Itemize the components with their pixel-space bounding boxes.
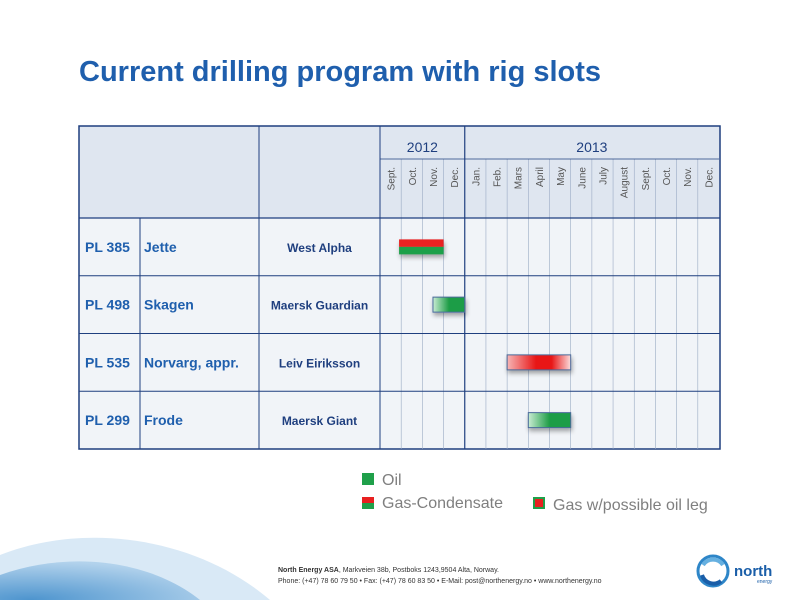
row-license: PL 299 [85, 412, 130, 428]
month-label: Dec. [704, 167, 715, 188]
gantt-bar [432, 296, 466, 313]
month-label: May [556, 167, 567, 186]
year-label: 2013 [576, 139, 607, 155]
month-label: Feb. [493, 167, 504, 187]
month-label: July [598, 167, 609, 185]
row-license: PL 498 [85, 297, 130, 313]
year-label: 2012 [407, 139, 438, 155]
legend-gas-condensate-label: Gas-Condensate [382, 495, 503, 512]
gantt-bar [506, 354, 572, 371]
footer-address: , Markveien 38b, Postboks 1243,9504 Alta… [338, 567, 499, 574]
month-label: Dec. [450, 167, 461, 188]
footer-contact: North Energy ASA, Markveien 38b, Postbok… [278, 565, 602, 587]
gantt-bar [527, 412, 572, 429]
table-border [78, 125, 721, 450]
month-label: April [535, 167, 546, 187]
month-label: Nov. [683, 167, 694, 187]
month-label: Sept. [387, 167, 398, 190]
footer-company: North Energy ASA [278, 567, 339, 574]
row-rig: West Alpha [287, 241, 352, 255]
month-label: August [620, 167, 631, 198]
legend-oil-swatch [362, 473, 374, 485]
legend-gas-oil-leg-label: Gas w/possible oil leg [553, 497, 708, 514]
row-license: PL 385 [85, 239, 130, 255]
legend-gas-condensate-swatch [362, 497, 374, 509]
row-rig: Maersk Giant [282, 414, 357, 428]
month-label: June [577, 167, 588, 189]
footer-phone-line: Phone: (+47) 78 60 79 50 • Fax: (+47) 78… [278, 578, 602, 585]
north-logo-icon [696, 554, 730, 588]
month-label: Sept. [641, 167, 652, 190]
decor-wave-dark [0, 561, 200, 600]
row-field-name: Frode [144, 412, 183, 428]
brand-name: north [734, 563, 773, 580]
gantt-bar [399, 239, 444, 255]
row-rig: Leiv Eiriksson [279, 356, 360, 370]
legend-gas-oil-leg-swatch [533, 497, 545, 509]
row-rig: Maersk Guardian [271, 299, 368, 313]
month-label: Oct. [408, 167, 419, 185]
month-label: Mars [514, 167, 525, 189]
page-title: Current drilling program with rig slots [79, 56, 602, 88]
brand-sub: energy [757, 579, 773, 585]
month-label: Jan. [471, 167, 482, 186]
gantt-bar-oil [399, 246, 444, 255]
row-field-name: Skagen [144, 297, 194, 313]
month-label: Nov. [429, 167, 440, 187]
month-label: Oct. [662, 167, 673, 185]
legend-oil-label: Oil [382, 472, 402, 489]
gantt-bar-gas [399, 239, 444, 247]
row-field-name: Norvarg, appr. [144, 354, 239, 370]
row-field-name: Jette [144, 239, 177, 255]
row-license: PL 535 [85, 354, 130, 370]
